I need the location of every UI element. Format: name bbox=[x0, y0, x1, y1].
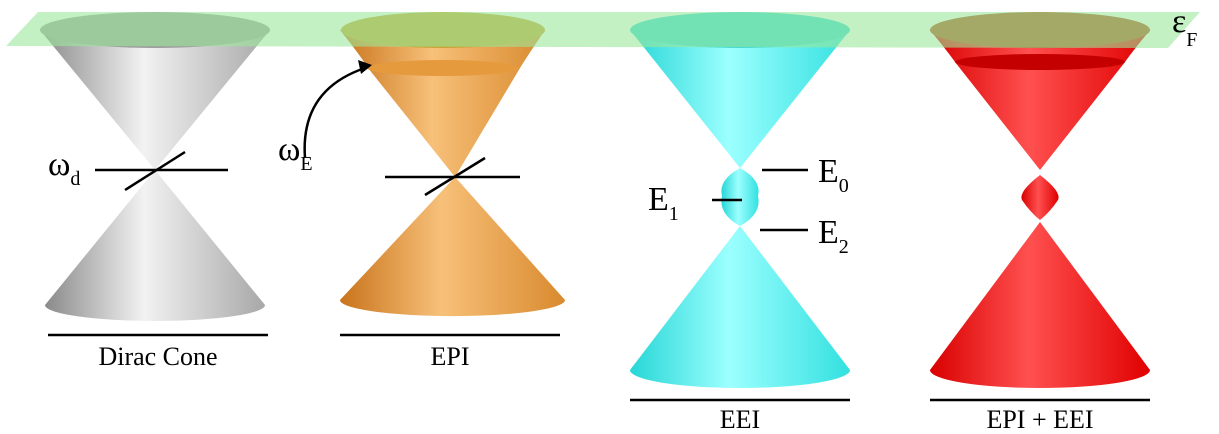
caption: Dirac Cone bbox=[98, 342, 217, 371]
label-part: E bbox=[300, 153, 312, 175]
caption: EPI + EEI bbox=[986, 405, 1093, 434]
label-part: E bbox=[648, 181, 669, 218]
label-e2: E2 bbox=[818, 214, 849, 258]
label-part: 1 bbox=[669, 203, 679, 225]
label-part: 2 bbox=[839, 236, 849, 258]
label-part: E bbox=[818, 153, 839, 190]
caption: EPI bbox=[431, 342, 470, 371]
label-part: d bbox=[70, 168, 80, 190]
label-part: ω bbox=[278, 131, 300, 168]
label-e0: E0 bbox=[818, 153, 849, 197]
fermi-plane bbox=[6, 12, 1200, 48]
fermi-label: εF bbox=[1172, 3, 1197, 51]
label-e1: E1 bbox=[648, 181, 679, 225]
cone-epi bbox=[340, 12, 565, 317]
label-part: ω bbox=[48, 146, 70, 183]
label-omega-d: ωd bbox=[48, 146, 80, 190]
label-part: ε bbox=[1172, 3, 1186, 40]
annotation-lines bbox=[48, 60, 1150, 402]
label-part: F bbox=[1186, 29, 1197, 51]
label-part: E bbox=[818, 214, 839, 251]
caption: EEI bbox=[720, 405, 760, 434]
cone-dirac bbox=[40, 12, 270, 321]
cone-epi-eei bbox=[930, 12, 1150, 388]
label-omega-e: ωE bbox=[278, 131, 313, 175]
label-part: 0 bbox=[839, 175, 849, 197]
